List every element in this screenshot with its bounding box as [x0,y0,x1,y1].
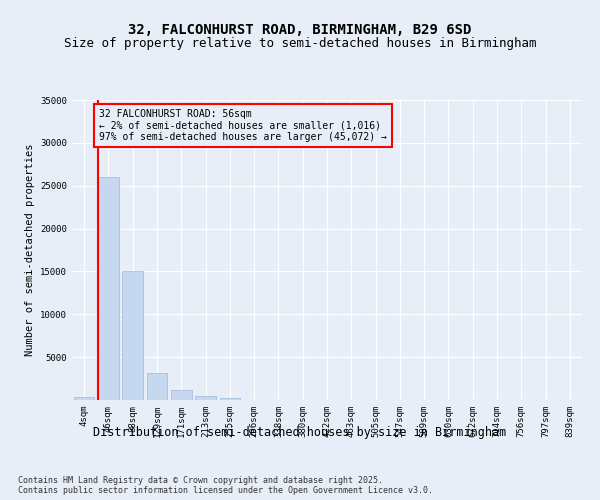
Text: Size of property relative to semi-detached houses in Birmingham: Size of property relative to semi-detach… [64,38,536,51]
Text: Distribution of semi-detached houses by size in Birmingham: Distribution of semi-detached houses by … [94,426,506,439]
Text: 32 FALCONHURST ROAD: 56sqm
← 2% of semi-detached houses are smaller (1,016)
97% : 32 FALCONHURST ROAD: 56sqm ← 2% of semi-… [100,109,387,142]
Bar [220,398,240,400]
Bar [146,372,167,400]
Bar [171,390,191,400]
Text: Contains HM Land Registry data © Crown copyright and database right 2025.
Contai: Contains HM Land Registry data © Crown c… [18,476,433,495]
Bar [74,396,94,400]
Bar [122,272,143,400]
Bar [195,396,216,400]
Bar [98,177,119,400]
Y-axis label: Number of semi-detached properties: Number of semi-detached properties [25,144,35,356]
Text: 32, FALCONHURST ROAD, BIRMINGHAM, B29 6SD: 32, FALCONHURST ROAD, BIRMINGHAM, B29 6S… [128,22,472,36]
